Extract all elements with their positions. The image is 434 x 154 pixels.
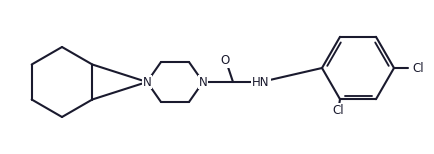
Text: O: O bbox=[220, 54, 230, 67]
Text: N: N bbox=[143, 75, 151, 89]
Text: N: N bbox=[199, 75, 207, 89]
Text: Cl: Cl bbox=[332, 104, 344, 117]
Text: HN: HN bbox=[252, 75, 270, 89]
Text: Cl: Cl bbox=[412, 61, 424, 75]
